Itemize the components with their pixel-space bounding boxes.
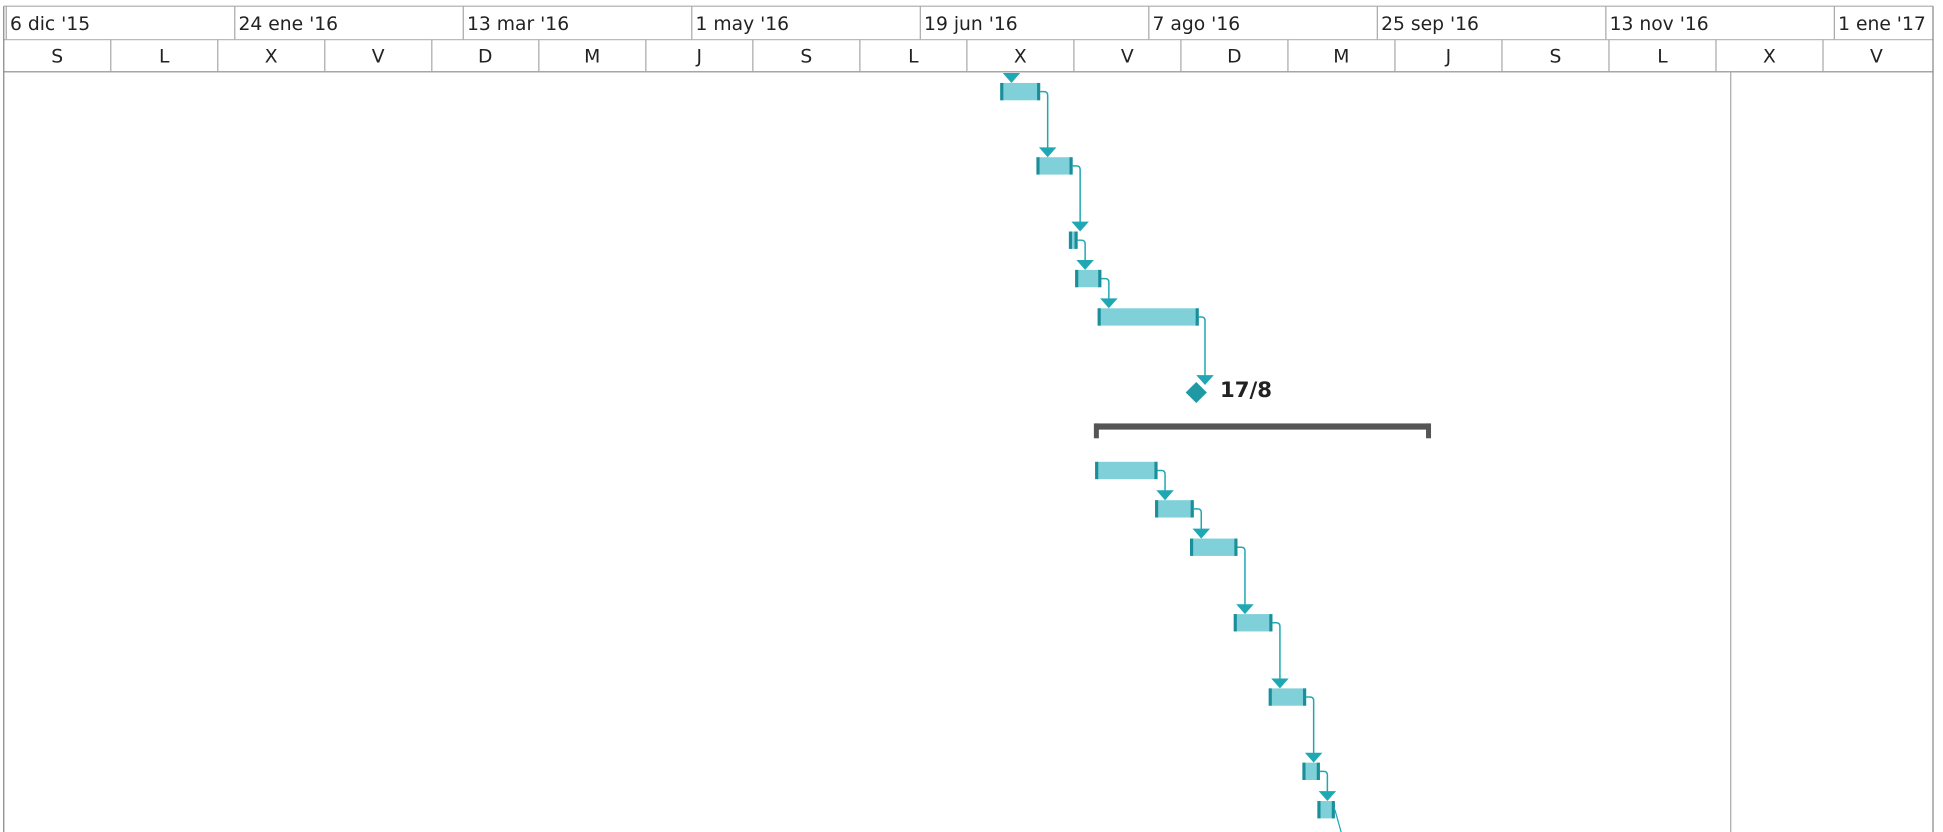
task-bar-end bbox=[1303, 688, 1307, 706]
summary-bar-start bbox=[1093, 423, 1099, 439]
link-line bbox=[1237, 546, 1246, 607]
task-bar bbox=[1068, 231, 1078, 249]
task-bar bbox=[1095, 461, 1158, 480]
milestone-label: 17/8 bbox=[1220, 377, 1272, 402]
bottom-tier-label: S bbox=[1549, 46, 1561, 67]
bottom-tier-label: J bbox=[696, 46, 703, 67]
bottom-tier-label: V bbox=[1870, 46, 1883, 67]
task-bar-start bbox=[1095, 461, 1099, 480]
bottom-tier-label: L bbox=[908, 46, 919, 67]
task-bar-start bbox=[1268, 688, 1272, 706]
task-bar bbox=[1233, 614, 1273, 632]
task-bar-start bbox=[1000, 82, 1004, 101]
top-tier-label: 7 ago '16 bbox=[1153, 14, 1241, 35]
task-bar-end bbox=[1069, 157, 1073, 175]
top-tier-label: 13 mar '16 bbox=[467, 14, 569, 35]
link-line bbox=[1072, 165, 1081, 225]
summary-bar bbox=[1095, 423, 1430, 430]
task-bar bbox=[1190, 538, 1238, 556]
task-bar-end bbox=[1331, 801, 1335, 819]
bottom-tier-label: D bbox=[478, 46, 492, 67]
task-bar-start bbox=[1190, 538, 1194, 556]
bottom-tier-label: S bbox=[800, 46, 812, 67]
link-line bbox=[1077, 239, 1086, 263]
bottom-tier-label: V bbox=[1121, 46, 1134, 67]
top-tier-label: 19 jun '16 bbox=[924, 14, 1018, 35]
task-bar-start bbox=[1097, 308, 1101, 326]
task-bar-end bbox=[1037, 82, 1041, 101]
task-bar bbox=[1000, 82, 1041, 101]
bottom-tier-label: X bbox=[265, 46, 278, 67]
task-bar-start bbox=[1302, 762, 1306, 780]
bottom-tier-label: M bbox=[1333, 46, 1349, 67]
task-bar bbox=[1097, 308, 1199, 326]
link-line bbox=[1334, 809, 1342, 832]
link-arrow bbox=[1236, 604, 1254, 615]
task-bar-end bbox=[1234, 538, 1238, 556]
task-bar-end bbox=[1074, 231, 1078, 249]
top-tier-label: 25 sep '16 bbox=[1381, 14, 1479, 35]
task-bar-end bbox=[1316, 762, 1320, 780]
task-bar-start bbox=[1068, 231, 1073, 249]
task-bar-start bbox=[1155, 500, 1159, 518]
task-bar-start bbox=[1036, 157, 1040, 175]
task-bar-start bbox=[1317, 801, 1321, 819]
top-tier-label: 6 dic '15 bbox=[10, 14, 90, 35]
top-tier-label: 1 may '16 bbox=[696, 14, 790, 35]
link-line bbox=[1040, 90, 1049, 150]
top-tier-label: 1 ene '17 bbox=[1838, 14, 1926, 35]
bottom-tier-label: S bbox=[51, 46, 63, 67]
link-line bbox=[1306, 696, 1315, 756]
bottom-tier-label: L bbox=[1657, 46, 1668, 67]
task-bar-start bbox=[1075, 269, 1079, 288]
bottom-tier-label: X bbox=[1763, 46, 1776, 67]
top-tier-label: 13 nov '16 bbox=[1610, 14, 1709, 35]
link-arrow bbox=[1100, 298, 1118, 309]
link-arrow bbox=[1038, 147, 1057, 158]
link-line bbox=[1157, 469, 1166, 493]
bottom-tier-label: L bbox=[159, 46, 170, 67]
summary-bar-end bbox=[1426, 423, 1432, 439]
link-arrow bbox=[1271, 678, 1289, 689]
link-arrow bbox=[1304, 752, 1323, 763]
link-line bbox=[1193, 508, 1203, 532]
top-tier-label: 24 ene '16 bbox=[239, 14, 339, 35]
link-line bbox=[1101, 277, 1110, 301]
task-bar bbox=[1075, 269, 1102, 288]
task-bar bbox=[1268, 688, 1307, 706]
task-bar-end bbox=[1190, 500, 1194, 518]
bottom-tier-label: M bbox=[584, 46, 600, 67]
task-bar bbox=[1317, 801, 1335, 819]
task-bar-end bbox=[1154, 461, 1158, 480]
link-arrow bbox=[1156, 490, 1174, 501]
link-line bbox=[1198, 316, 1206, 378]
task-bar-start bbox=[1233, 614, 1237, 632]
link-line bbox=[1319, 770, 1329, 794]
link-arrow bbox=[1071, 221, 1089, 232]
bottom-tier-label: D bbox=[1227, 46, 1241, 67]
link-arrow bbox=[1192, 528, 1211, 539]
link-line bbox=[1272, 622, 1281, 681]
task-bar-end bbox=[1195, 308, 1199, 326]
task-bar-end bbox=[1098, 269, 1102, 288]
task-bar bbox=[1302, 762, 1320, 780]
link-arrow bbox=[1002, 73, 1021, 83]
bottom-tier-label: X bbox=[1014, 46, 1027, 67]
bottom-tier-label: J bbox=[1445, 46, 1452, 67]
task-bar bbox=[1036, 157, 1073, 175]
link-arrow bbox=[1196, 375, 1214, 386]
task-bar-end bbox=[1269, 614, 1273, 632]
link-arrow bbox=[1318, 791, 1337, 802]
link-arrow bbox=[1076, 260, 1094, 270]
task-bar bbox=[1155, 500, 1194, 518]
bottom-tier-label: V bbox=[372, 46, 385, 67]
